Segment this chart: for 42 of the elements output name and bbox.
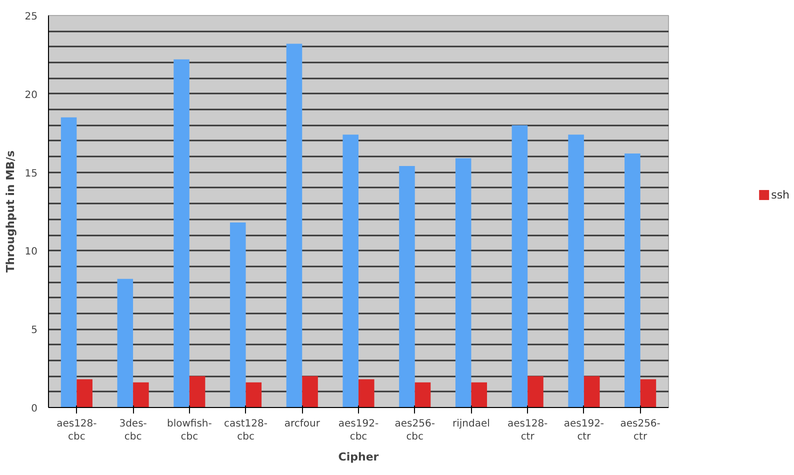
x-tick-label: aes192-cbc xyxy=(338,418,379,443)
y-tick-label: 5 xyxy=(31,325,38,336)
x-tick-label: rijndael xyxy=(452,418,490,430)
bar xyxy=(399,166,415,408)
y-axis-title: Throughput in MB/s xyxy=(4,150,17,272)
bar xyxy=(568,134,584,408)
bar xyxy=(342,134,358,408)
x-axis-title: Cipher xyxy=(338,450,380,464)
bar xyxy=(133,382,149,408)
x-tick-label: aes128-ctr xyxy=(508,418,548,443)
y-tick-label: 0 xyxy=(31,404,38,414)
bar xyxy=(584,376,600,408)
bar xyxy=(624,153,640,408)
x-tick-label: blowfish-cbc xyxy=(166,418,212,443)
bar xyxy=(189,376,206,408)
bar xyxy=(174,59,190,408)
bar xyxy=(76,379,92,408)
x-tick-label: 3des-cbc xyxy=(119,418,148,443)
bar xyxy=(358,379,374,408)
y-tick-label: 10 xyxy=(24,246,38,258)
bar xyxy=(414,382,431,408)
x-tick-label: aes192-ctr xyxy=(564,418,604,443)
bar xyxy=(60,117,77,408)
bar xyxy=(302,376,318,408)
x-tick-label: aes256-cbc xyxy=(394,418,436,443)
bar xyxy=(471,382,488,408)
y-tick-label: 25 xyxy=(24,12,38,22)
bar xyxy=(230,222,246,408)
bar xyxy=(528,376,544,408)
x-tick-label: cast128-cbc xyxy=(224,418,268,443)
x-tick-label: arcfour xyxy=(284,418,321,430)
bar xyxy=(246,382,262,408)
y-tick-label: 15 xyxy=(24,168,38,180)
bar xyxy=(512,125,528,408)
bar xyxy=(286,44,302,408)
bar xyxy=(117,278,134,408)
y-tick-label: 20 xyxy=(24,90,38,101)
bar xyxy=(455,158,472,408)
x-tick-label: aes128-cbc xyxy=(56,418,98,443)
legend-label: ssh xyxy=(771,188,790,202)
x-tick-label: aes256-ctr xyxy=(620,418,661,443)
bar xyxy=(640,379,656,408)
